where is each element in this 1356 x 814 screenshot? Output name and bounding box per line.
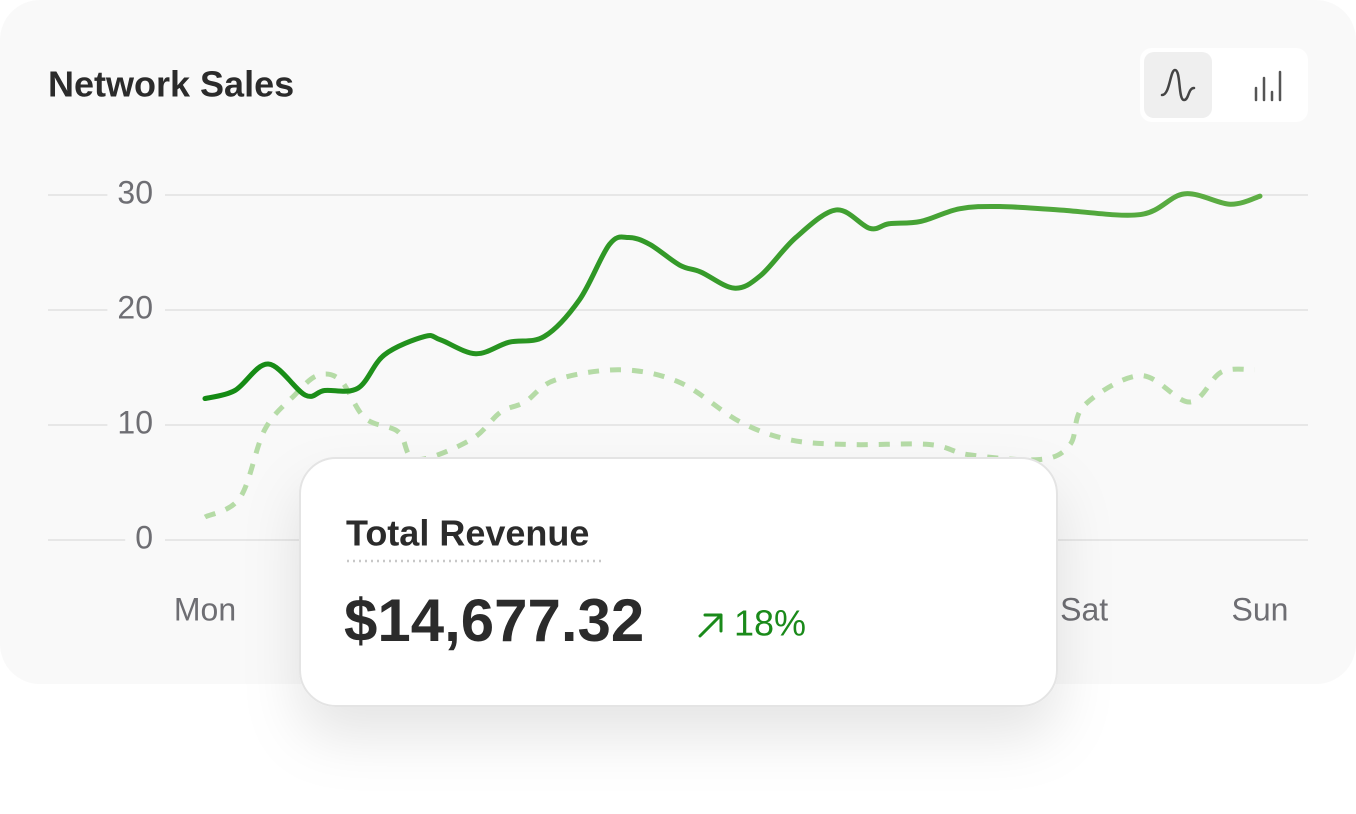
chart-toggle xyxy=(1140,48,1308,122)
tooltip: Total Revenue $14,677.32 18% xyxy=(299,457,1058,707)
revenue-value: $14,677.32 xyxy=(344,587,644,654)
trend-arrow xyxy=(698,613,723,638)
sales-line xyxy=(202,191,1263,402)
y-tick-label: 30 xyxy=(117,174,153,210)
tooltip-title: Total Revenue xyxy=(346,513,589,554)
line-icon xyxy=(1160,68,1196,102)
bar-view-button[interactable] xyxy=(1220,52,1304,118)
y-tick-label: 20 xyxy=(117,289,153,325)
revenue-change: 18% xyxy=(734,603,806,644)
y-tick-label: 10 xyxy=(117,404,153,440)
x-tick-label: Mon xyxy=(174,591,236,627)
dashed-line xyxy=(203,366,1255,520)
x-tick-label: Sun xyxy=(1232,591,1289,627)
line-view-button[interactable] xyxy=(1144,52,1212,118)
tooltip-card xyxy=(299,457,1058,707)
x-tick-label: Sat xyxy=(1060,591,1108,627)
chart-title: Network Sales xyxy=(48,64,294,105)
y-tick-label: 0 xyxy=(135,519,153,555)
bar-icon xyxy=(1254,70,1282,102)
